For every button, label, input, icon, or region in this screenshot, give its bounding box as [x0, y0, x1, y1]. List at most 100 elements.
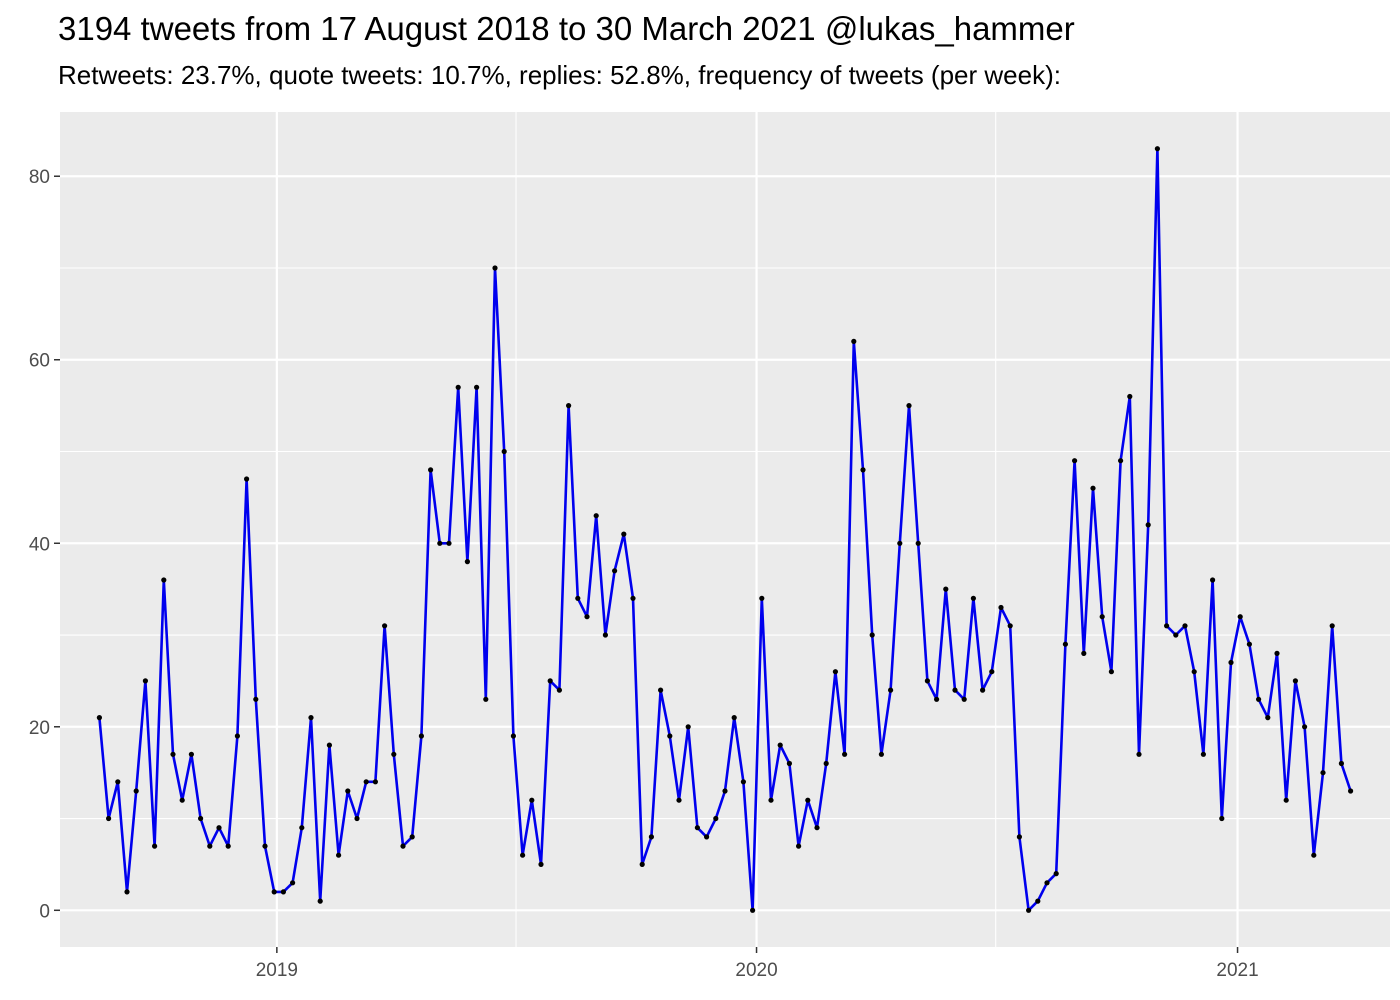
y-tick-label: 40 — [29, 534, 50, 555]
data-point — [437, 540, 443, 546]
data-point — [492, 265, 498, 271]
y-tick-label: 60 — [29, 351, 50, 372]
data-point — [1136, 751, 1142, 757]
data-point — [464, 559, 470, 565]
chart-title: 3194 tweets from 17 August 2018 to 30 Ma… — [58, 10, 1075, 47]
data-point — [244, 476, 250, 482]
data-point — [1035, 898, 1041, 904]
data-point — [142, 678, 148, 684]
data-point — [418, 733, 424, 739]
data-point — [814, 825, 820, 831]
data-point — [621, 531, 627, 537]
data-point — [152, 843, 158, 849]
data-point — [216, 825, 222, 831]
data-point — [878, 751, 885, 757]
data-point — [188, 751, 194, 757]
data-point — [1081, 650, 1087, 657]
data-point — [1256, 696, 1262, 702]
data-point — [1099, 614, 1105, 620]
data-point — [161, 577, 167, 583]
data-point — [1173, 632, 1179, 638]
data-point — [694, 825, 701, 831]
data-point — [906, 403, 912, 409]
data-point — [704, 834, 710, 840]
data-point — [1145, 522, 1151, 528]
data-point — [326, 742, 332, 748]
data-point — [106, 815, 112, 822]
data-point — [1053, 871, 1059, 877]
major-gridlines — [60, 112, 1390, 947]
data-point — [685, 724, 691, 730]
data-point — [1329, 623, 1335, 629]
data-point — [391, 751, 397, 757]
x-tick-label: 2021 — [1216, 960, 1258, 981]
data-point — [1118, 458, 1124, 464]
data-point — [740, 779, 747, 785]
data-point — [1338, 760, 1344, 767]
data-point — [970, 595, 977, 601]
data-point — [860, 467, 866, 473]
y-tick-label: 0 — [39, 901, 50, 922]
data-point — [1210, 577, 1216, 583]
data-point — [253, 696, 259, 702]
data-point — [750, 907, 756, 913]
data-point — [777, 742, 783, 748]
x-tick-label: 2019 — [256, 960, 298, 981]
data-point — [520, 852, 526, 858]
axes: 0 20 40 60 80 2019 2020 2021 — [29, 167, 1259, 981]
data-point — [1044, 880, 1050, 886]
data-point — [1219, 815, 1225, 822]
data-point — [299, 825, 305, 831]
x-tick-label: 2020 — [735, 960, 777, 981]
data-point — [713, 815, 719, 822]
data-point — [336, 852, 342, 858]
data-point — [1007, 623, 1013, 629]
data-point — [345, 788, 351, 794]
data-point — [584, 614, 590, 620]
data-point — [501, 448, 507, 455]
data-point — [575, 595, 581, 601]
data-point — [1090, 485, 1096, 491]
data-point — [639, 861, 645, 868]
data-point — [115, 779, 121, 785]
data-point — [124, 889, 130, 895]
data-point — [133, 788, 139, 794]
data-point — [658, 687, 664, 693]
data-point — [612, 568, 618, 574]
data-point — [290, 880, 296, 886]
data-point — [980, 687, 986, 693]
data-point — [1265, 715, 1271, 721]
data-point — [409, 834, 415, 840]
data-point — [897, 540, 903, 546]
data-point — [1164, 623, 1170, 629]
data-point — [1283, 797, 1289, 803]
data-point — [225, 843, 231, 849]
data-point — [676, 797, 682, 803]
data-point — [1311, 852, 1317, 858]
data-point — [363, 779, 369, 785]
data-point — [869, 632, 875, 638]
data-point — [400, 843, 406, 849]
data-point — [1292, 678, 1298, 684]
data-point — [529, 797, 535, 803]
data-point — [474, 384, 480, 390]
data-point — [1072, 458, 1078, 464]
data-point — [271, 889, 277, 895]
data-point — [796, 843, 802, 849]
data-point — [961, 696, 967, 702]
data-point — [648, 834, 655, 840]
data-point — [915, 540, 921, 546]
data-point — [924, 678, 931, 684]
data-point — [1200, 751, 1206, 757]
data-point — [1127, 393, 1133, 400]
data-point — [998, 604, 1004, 611]
data-point — [198, 815, 204, 822]
data-point — [1108, 669, 1114, 675]
data-point — [207, 843, 213, 849]
data-point — [1320, 770, 1326, 776]
series-layer — [96, 146, 1354, 913]
data-point — [1302, 724, 1308, 730]
data-point — [354, 815, 360, 822]
data-point — [832, 669, 839, 675]
data-point — [823, 760, 829, 767]
